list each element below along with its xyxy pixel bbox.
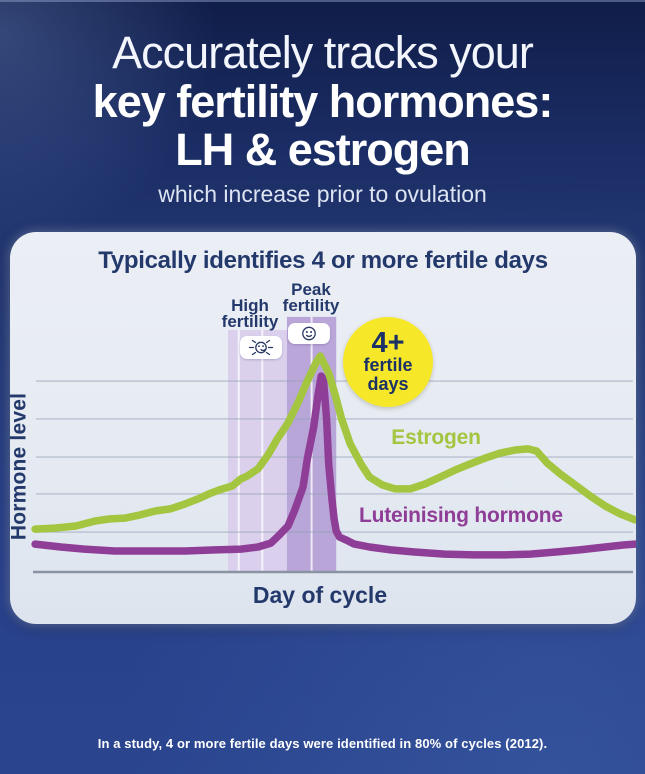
peak-fertility-icon-box <box>288 323 330 344</box>
luteinising-hormone-series-label: Luteinising hormone <box>359 504 563 527</box>
hormone-chart <box>31 316 636 574</box>
estrogen-line <box>31 352 636 533</box>
header-line-2: key fertility hormones: <box>92 76 554 127</box>
high-fertility-label-line2: fertility <box>221 312 279 331</box>
peak-fertility-label-line1: Peak <box>291 280 331 299</box>
peak-fertility-label: Peak fertility <box>261 280 361 315</box>
badge-line-1: 4+ <box>371 327 405 359</box>
footer-study-note: In a study, 4 or more fertile days were … <box>97 736 548 751</box>
header-subtitle: which increase prior to ovulation <box>158 181 487 207</box>
x-axis-label: Day of cycle <box>252 582 388 608</box>
header: Accurately tracks your key fertility hor… <box>0 28 645 208</box>
high-fertility-label-line1: High <box>231 296 269 315</box>
fertile-days-badge: 4+ fertile days <box>343 317 433 407</box>
peak-fertility-label-line2: fertility <box>282 296 340 315</box>
badge-line-3: days <box>367 374 409 394</box>
luteinising-hormone-line <box>31 372 636 559</box>
high-fertility-icon-box <box>240 336 282 359</box>
header-line-1: Accurately tracks your <box>112 27 534 78</box>
high-fertility-label: High fertility <box>200 296 300 331</box>
y-axis-label: Hormone level <box>10 392 31 541</box>
header-line-3: LH & estrogen <box>175 124 471 175</box>
top-sheen-line <box>0 0 645 2</box>
smiley-icon <box>302 326 316 341</box>
sun-smiley-icon <box>248 339 274 356</box>
estrogen-series-label: Estrogen <box>391 426 481 449</box>
badge-line-2: fertile <box>363 355 413 375</box>
chart-card: Typically identifies 4 or more fertile d… <box>10 232 636 624</box>
chart-title: Typically identifies 4 or more fertile d… <box>98 247 548 274</box>
